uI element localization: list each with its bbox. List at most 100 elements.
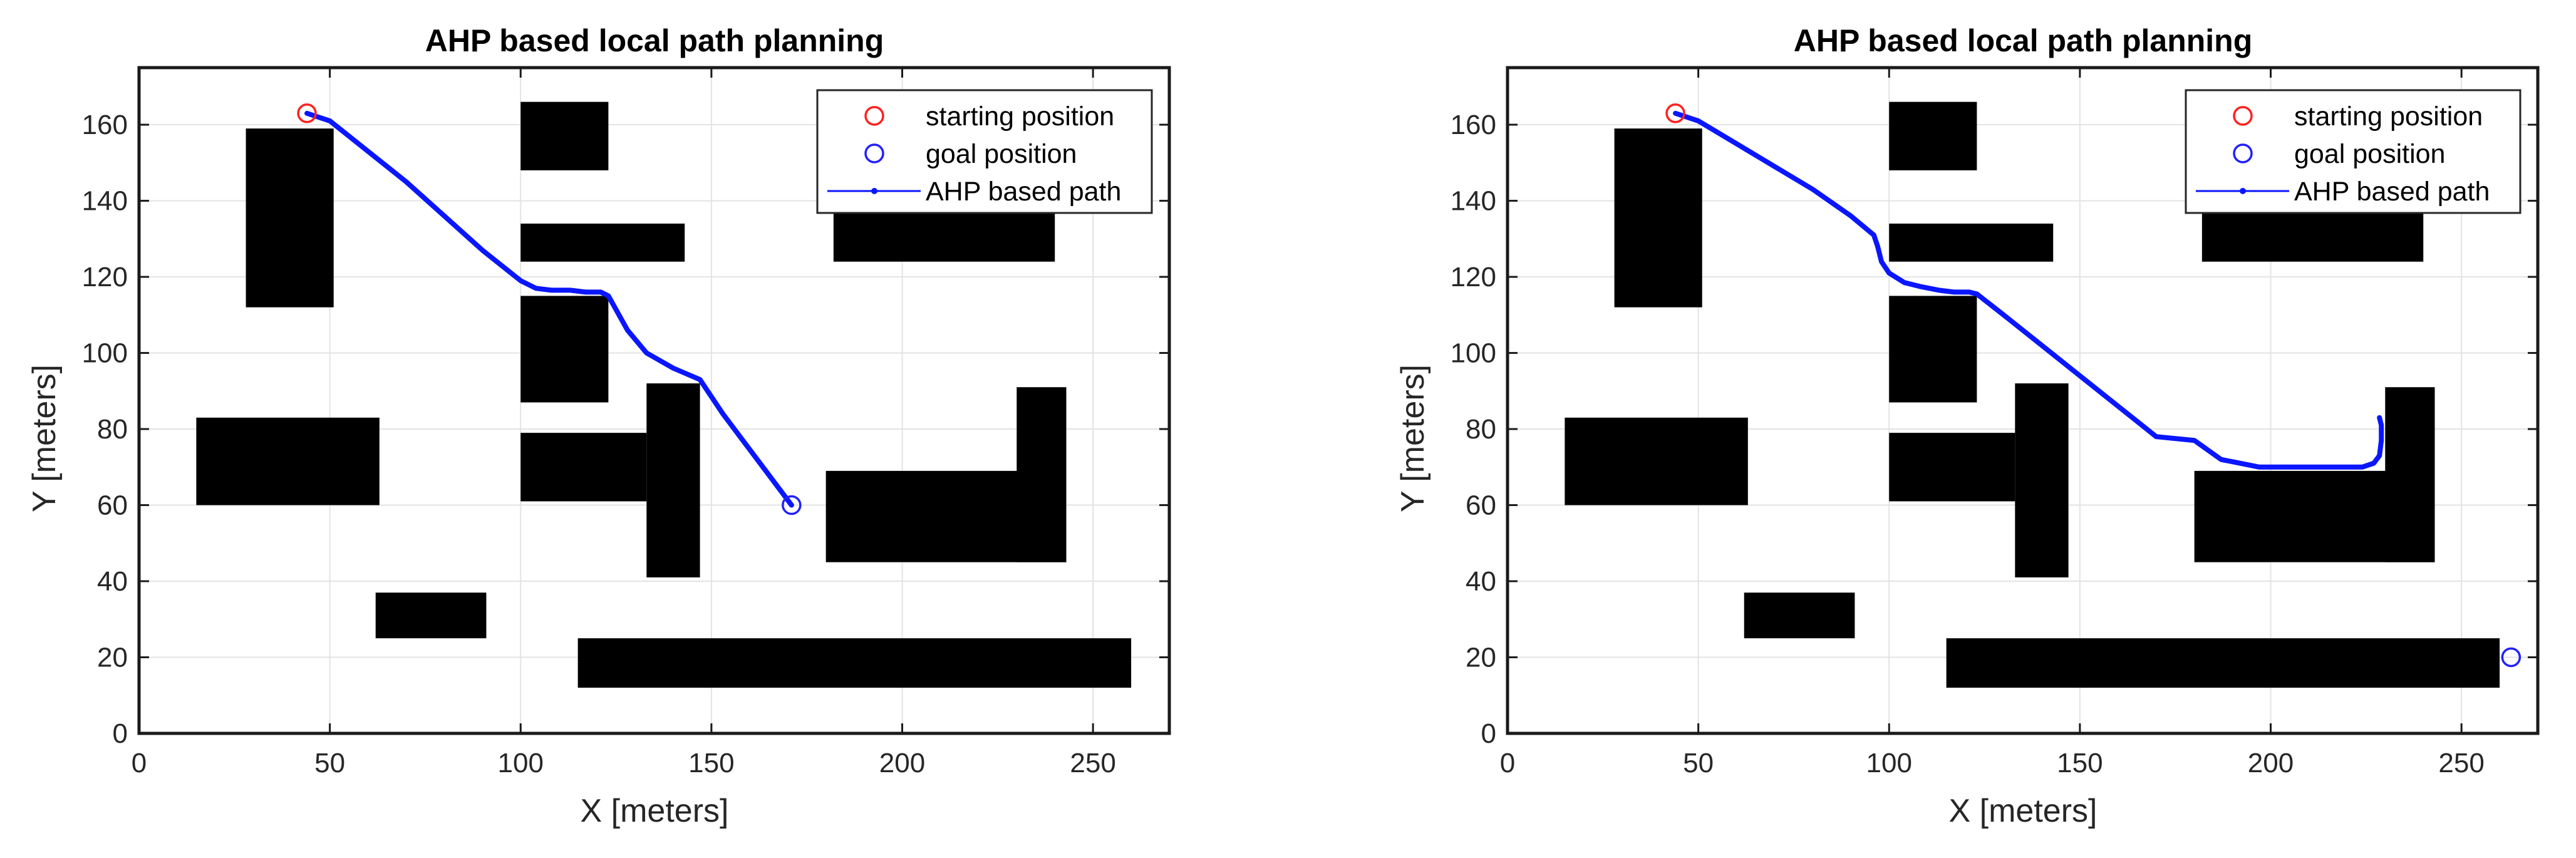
obstacle: [1889, 224, 2054, 262]
obstacle: [2015, 383, 2069, 577]
path-point: [583, 289, 588, 294]
obstacle: [1889, 296, 1977, 403]
x-tick-label: 0: [132, 748, 147, 778]
path-point: [2377, 415, 2382, 420]
y-tick-label: 40: [97, 566, 128, 597]
legend: starting position goal position AHP base…: [2185, 89, 2522, 214]
path-point: [567, 287, 572, 292]
path-point: [606, 293, 611, 298]
axes-box: [1506, 66, 2540, 735]
path-point: [598, 289, 603, 294]
legend-path-label: AHP based path: [926, 177, 1121, 207]
obstacle: [1744, 592, 1855, 639]
goal-position-marker: [782, 495, 802, 515]
obstacle: [646, 383, 700, 577]
path-point: [2280, 465, 2285, 470]
path-point: [1886, 271, 1891, 276]
obstacle: [1889, 101, 1977, 171]
obstacle: [1565, 417, 1748, 505]
obstacle: [520, 296, 609, 403]
legend-goal-label: goal position: [2294, 139, 2445, 169]
path-point: [2077, 373, 2082, 378]
path-point: [671, 366, 676, 371]
obstacle: [1946, 638, 2500, 688]
obstacle: [375, 592, 487, 639]
chart-title: AHP based local path planning: [425, 23, 884, 58]
path-point: [2379, 438, 2384, 443]
obstacle: [1889, 433, 2015, 502]
x-axis-label: X [meters]: [1949, 793, 2098, 829]
x-tick-label: 250: [1070, 748, 1115, 778]
path-point: [316, 115, 321, 120]
y-axis-label: Y [meters]: [1395, 364, 1431, 512]
path-point: [2001, 313, 2006, 318]
y-tick-label: 160: [1451, 110, 1496, 140]
path-series-line: [304, 110, 794, 508]
path-point: [644, 351, 649, 356]
legend-box: [2185, 89, 2522, 214]
x-tick-label: 250: [2438, 748, 2484, 778]
path-point: [1936, 287, 1941, 292]
path-point: [328, 118, 333, 123]
path-point: [480, 248, 485, 253]
legend: starting position goal position AHP base…: [816, 89, 1153, 214]
x-axis-label: X [meters]: [581, 793, 729, 829]
path-point: [1879, 259, 1884, 264]
path-point: [2377, 453, 2382, 458]
path-point: [2192, 438, 2197, 443]
obstacle: [577, 638, 1132, 688]
x-tick-label: 100: [498, 748, 544, 778]
chart-panel-left: AHP based local path planning X [meters]…: [0, 0, 1288, 855]
path-point: [1810, 187, 1815, 192]
x-tick-label: 50: [314, 748, 345, 778]
y-tick-label: 60: [1466, 490, 1496, 521]
path-point: [2218, 457, 2223, 462]
path-point: [2360, 465, 2365, 470]
chart-panel-right: AHP based local path planning X [meters]…: [1368, 0, 2576, 855]
y-tick-label: 20: [97, 643, 128, 673]
y-tick-label: 80: [97, 414, 128, 445]
legend-path-dot-icon: [871, 188, 877, 194]
path-point: [789, 503, 794, 508]
path-point: [2154, 434, 2159, 439]
path-point: [1871, 232, 1876, 237]
path-point: [720, 411, 725, 416]
start-position-marker: [1665, 103, 1685, 123]
path-point: [2306, 465, 2311, 470]
path-point: [2039, 343, 2044, 348]
path-point: [1696, 118, 1701, 123]
path-point: [2116, 404, 2121, 409]
path-point: [1917, 284, 1922, 289]
path-point: [1734, 141, 1739, 146]
y-tick-label: 120: [82, 262, 128, 292]
obstacle: [2201, 208, 2424, 262]
y-tick-label: 0: [113, 718, 128, 749]
chart-title: AHP based local path planning: [1794, 23, 2253, 58]
x-tick-label: 200: [2248, 748, 2294, 778]
x-tick-label: 0: [1500, 748, 1515, 778]
path-point: [1902, 280, 1907, 285]
y-tick-label: 40: [1466, 566, 1496, 597]
legend-start-marker-icon: [864, 106, 884, 126]
y-tick-label: 100: [1451, 338, 1496, 369]
path-point: [743, 442, 748, 447]
obstacle: [246, 128, 334, 308]
path-point: [1772, 164, 1777, 169]
y-tick-label: 120: [1451, 262, 1496, 292]
x-tick-label: 100: [1866, 748, 1912, 778]
obstacle: [833, 208, 1055, 262]
legend-goal-label: goal position: [926, 139, 1077, 169]
path-point: [442, 214, 447, 219]
path-point: [549, 287, 554, 292]
legend-path-dot-icon: [2240, 188, 2246, 194]
path-point: [1673, 111, 1678, 116]
path-point: [625, 328, 630, 333]
x-tick-label: 50: [1683, 748, 1714, 778]
start-position-marker: [297, 103, 317, 123]
path-point: [304, 111, 309, 116]
path-point: [2379, 423, 2384, 428]
legend-goal-marker-icon: [2233, 143, 2253, 163]
x-tick-label: 200: [879, 748, 925, 778]
path-point: [534, 286, 539, 291]
y-tick-label: 160: [82, 110, 128, 140]
